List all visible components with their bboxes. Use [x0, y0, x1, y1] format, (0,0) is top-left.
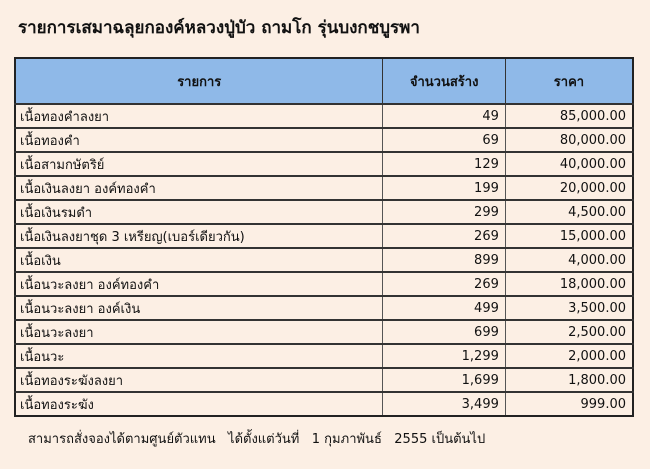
quantity-cell: 1,699: [382, 367, 506, 392]
header-item: รายการ: [14, 57, 384, 105]
price-cell: 20,000.00: [504, 175, 634, 200]
price-table: รายการ จำนวนสร้าง ราคา เนื้อทองคำลงยา 49 8…: [14, 57, 634, 417]
item-cell: เนื้อนวะลงยา: [14, 319, 384, 344]
item-cell: เนื้อทองคำลงยา: [14, 103, 384, 128]
item-cell: เนื้อเงินลงยา องค์ทองคำ: [14, 175, 384, 200]
quantity-cell: 69: [382, 127, 506, 152]
footer-note: สามารถสั่งจองได้ตามศูนย์ตัวแทน ได้ตั้งแต…: [28, 432, 486, 447]
price-cell: 18,000.00: [504, 271, 634, 296]
quantity-cell: 199: [382, 175, 506, 200]
item-cell: เนื้อเงินรมดำ: [14, 199, 384, 224]
price-cell: 40,000.00: [504, 151, 634, 176]
quantity-cell: 269: [382, 271, 506, 296]
item-cell: เนื้อนวะ: [14, 343, 384, 368]
table-row: เนื้อเงินลงยาชุด 3 เหรียญ(เบอร์เดียวกัน)…: [14, 223, 634, 248]
header-price: ราคา: [504, 57, 634, 105]
table-row: เนื้อนวะลงยา องค์ทองคำ 269 18,000.00: [14, 271, 634, 296]
table-row: เนื้อทองระฆัง 3,499 999.00: [14, 391, 634, 416]
quantity-cell: 269: [382, 223, 506, 248]
price-cell: 4,000.00: [504, 247, 634, 272]
table-row: เนื้อนวะลงยา องค์เงิน 499 3,500.00: [14, 295, 634, 320]
item-cell: เนื้อนวะลงยา องค์ทองคำ: [14, 271, 384, 296]
price-cell: 2,500.00: [504, 319, 634, 344]
table-row: เนื้อเงิน 899 4,000.00: [14, 247, 634, 272]
quantity-cell: 899: [382, 247, 506, 272]
item-cell: เนื้อนวะลงยา องค์เงิน: [14, 295, 384, 320]
item-cell: เนื้อทองระฆังลงยา: [14, 367, 384, 392]
header-quantity: จำนวนสร้าง: [382, 57, 506, 105]
quantity-cell: 699: [382, 319, 506, 344]
price-cell: 1,800.00: [504, 367, 634, 392]
table-row: เนื้อนวะลงยา 699 2,500.00: [14, 319, 634, 344]
price-cell: 4,500.00: [504, 199, 634, 224]
table-row: เนื้อทองคำ 69 80,000.00: [14, 127, 634, 152]
table-row: เนื้อนวะ 1,299 2,000.00: [14, 343, 634, 368]
price-cell: 2,000.00: [504, 343, 634, 368]
price-cell: 999.00: [504, 391, 634, 416]
quantity-cell: 3,499: [382, 391, 506, 416]
page-title: รายการเสมาฉลุยกองค์หลวงปู่บัว ถามโก รุ่น…: [18, 18, 420, 38]
table-row: เนื้อสามกษัตริย์ 129 40,000.00: [14, 151, 634, 176]
quantity-cell: 49: [382, 103, 506, 128]
table-row: เนื้อทองคำลงยา 49 85,000.00: [14, 103, 634, 128]
table-row: เนื้อเงินลงยา องค์ทองคำ 199 20,000.00: [14, 175, 634, 200]
price-cell: 80,000.00: [504, 127, 634, 152]
table-header: รายการ จำนวนสร้าง ราคา: [14, 57, 634, 105]
item-cell: เนื้อทองคำ: [14, 127, 384, 152]
item-cell: เนื้อสามกษัตริย์: [14, 151, 384, 176]
item-cell: เนื้อทองระฆัง: [14, 391, 384, 416]
price-cell: 3,500.00: [504, 295, 634, 320]
quantity-cell: 499: [382, 295, 506, 320]
item-cell: เนื้อเงินลงยาชุด 3 เหรียญ(เบอร์เดียวกัน): [14, 223, 384, 248]
table-row: เนื้อเงินรมดำ 299 4,500.00: [14, 199, 634, 224]
price-cell: 85,000.00: [504, 103, 634, 128]
table-row: เนื้อทองระฆังลงยา 1,699 1,800.00: [14, 367, 634, 392]
quantity-cell: 1,299: [382, 343, 506, 368]
item-cell: เนื้อเงิน: [14, 247, 384, 272]
quantity-cell: 129: [382, 151, 506, 176]
quantity-cell: 299: [382, 199, 506, 224]
price-cell: 15,000.00: [504, 223, 634, 248]
